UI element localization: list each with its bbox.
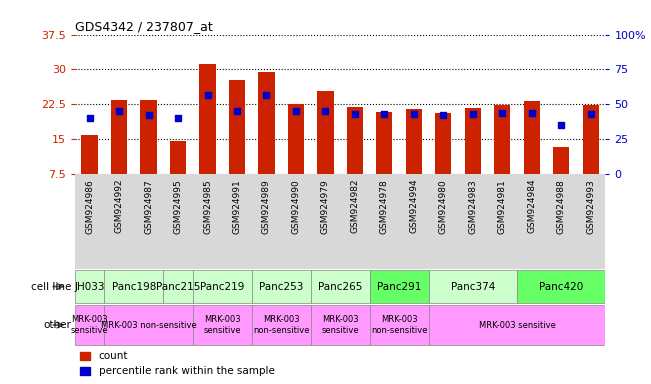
Point [497,109,508,116]
Bar [252,305,311,345]
Text: MRK-003
non-sensitive: MRK-003 non-sensitive [371,315,427,335]
Text: GSM924992: GSM924992 [115,179,124,233]
Text: GSM924994: GSM924994 [409,179,419,233]
Text: Panc253: Panc253 [259,281,303,291]
Text: GSM924985: GSM924985 [203,179,212,233]
Text: Panc374: Panc374 [450,281,495,291]
Bar [104,270,163,303]
Bar [170,141,186,174]
Bar [199,64,215,174]
Bar [311,305,370,345]
Text: GSM924988: GSM924988 [557,179,566,233]
Text: GSM924979: GSM924979 [321,179,330,233]
Bar [193,270,252,303]
Text: GSM924980: GSM924980 [439,179,448,233]
Text: cell line: cell line [31,281,72,291]
Bar [553,147,570,174]
Bar [311,270,370,303]
Bar [494,105,510,174]
Text: Panc420: Panc420 [539,281,583,291]
Text: Panc291: Panc291 [377,281,421,291]
Text: GSM924981: GSM924981 [498,179,506,233]
Text: GSM924990: GSM924990 [292,179,300,233]
Bar [75,305,104,345]
Point [261,91,271,98]
Legend: count, percentile rank within the sample: count, percentile rank within the sample [80,351,275,376]
Bar [347,107,363,174]
Text: JH033: JH033 [74,281,105,291]
Point [527,109,537,116]
Point [409,111,419,117]
Point [379,111,389,117]
Text: GSM924986: GSM924986 [85,179,94,233]
Text: GSM924983: GSM924983 [468,179,477,233]
Point [85,115,95,121]
Point [114,108,124,114]
Text: GSM924978: GSM924978 [380,179,389,233]
Text: GSM924982: GSM924982 [350,179,359,233]
Bar [370,305,428,345]
Bar [258,72,275,174]
Text: GSM924993: GSM924993 [586,179,595,233]
Text: GSM924989: GSM924989 [262,179,271,233]
Text: GSM924984: GSM924984 [527,179,536,233]
Bar [317,91,333,174]
Bar [583,105,599,174]
Point [291,108,301,114]
Point [202,91,213,98]
Bar [81,136,98,174]
Text: MRK-003
sensitive: MRK-003 sensitive [71,315,109,335]
Text: MRK-003 non-sensitive: MRK-003 non-sensitive [101,321,197,329]
Bar [428,305,605,345]
Point [143,113,154,119]
Text: MRK-003
sensitive: MRK-003 sensitive [203,315,241,335]
Bar [523,101,540,174]
Bar [111,99,127,174]
Bar [288,104,304,174]
Text: GDS4342 / 237807_at: GDS4342 / 237807_at [75,20,213,33]
Bar [370,270,428,303]
Text: Panc219: Panc219 [200,281,244,291]
Bar [75,270,104,303]
Bar [104,305,193,345]
Point [556,122,566,128]
Bar [465,108,481,174]
Text: MRK-003
non-sensitive: MRK-003 non-sensitive [253,315,309,335]
Point [232,108,242,114]
Point [467,111,478,117]
Text: other: other [44,320,72,330]
Text: MRK-003
sensitive: MRK-003 sensitive [322,315,359,335]
Point [350,111,360,117]
Point [585,111,596,117]
Bar [517,270,605,303]
Bar [428,270,517,303]
Point [173,115,183,121]
Bar [406,109,422,174]
Text: Panc265: Panc265 [318,281,363,291]
Text: GSM924987: GSM924987 [144,179,153,233]
Text: GSM924995: GSM924995 [174,179,182,233]
Bar [163,270,193,303]
Point [320,108,331,114]
Bar [376,112,393,174]
Text: MRK-003 sensitive: MRK-003 sensitive [478,321,555,329]
Text: Panc215: Panc215 [156,281,201,291]
Point [438,113,449,119]
Bar [436,113,451,174]
Text: Panc198: Panc198 [111,281,156,291]
Bar [193,305,252,345]
Text: GSM924991: GSM924991 [232,179,242,233]
Bar [229,79,245,174]
Bar [141,99,157,174]
Bar [252,270,311,303]
